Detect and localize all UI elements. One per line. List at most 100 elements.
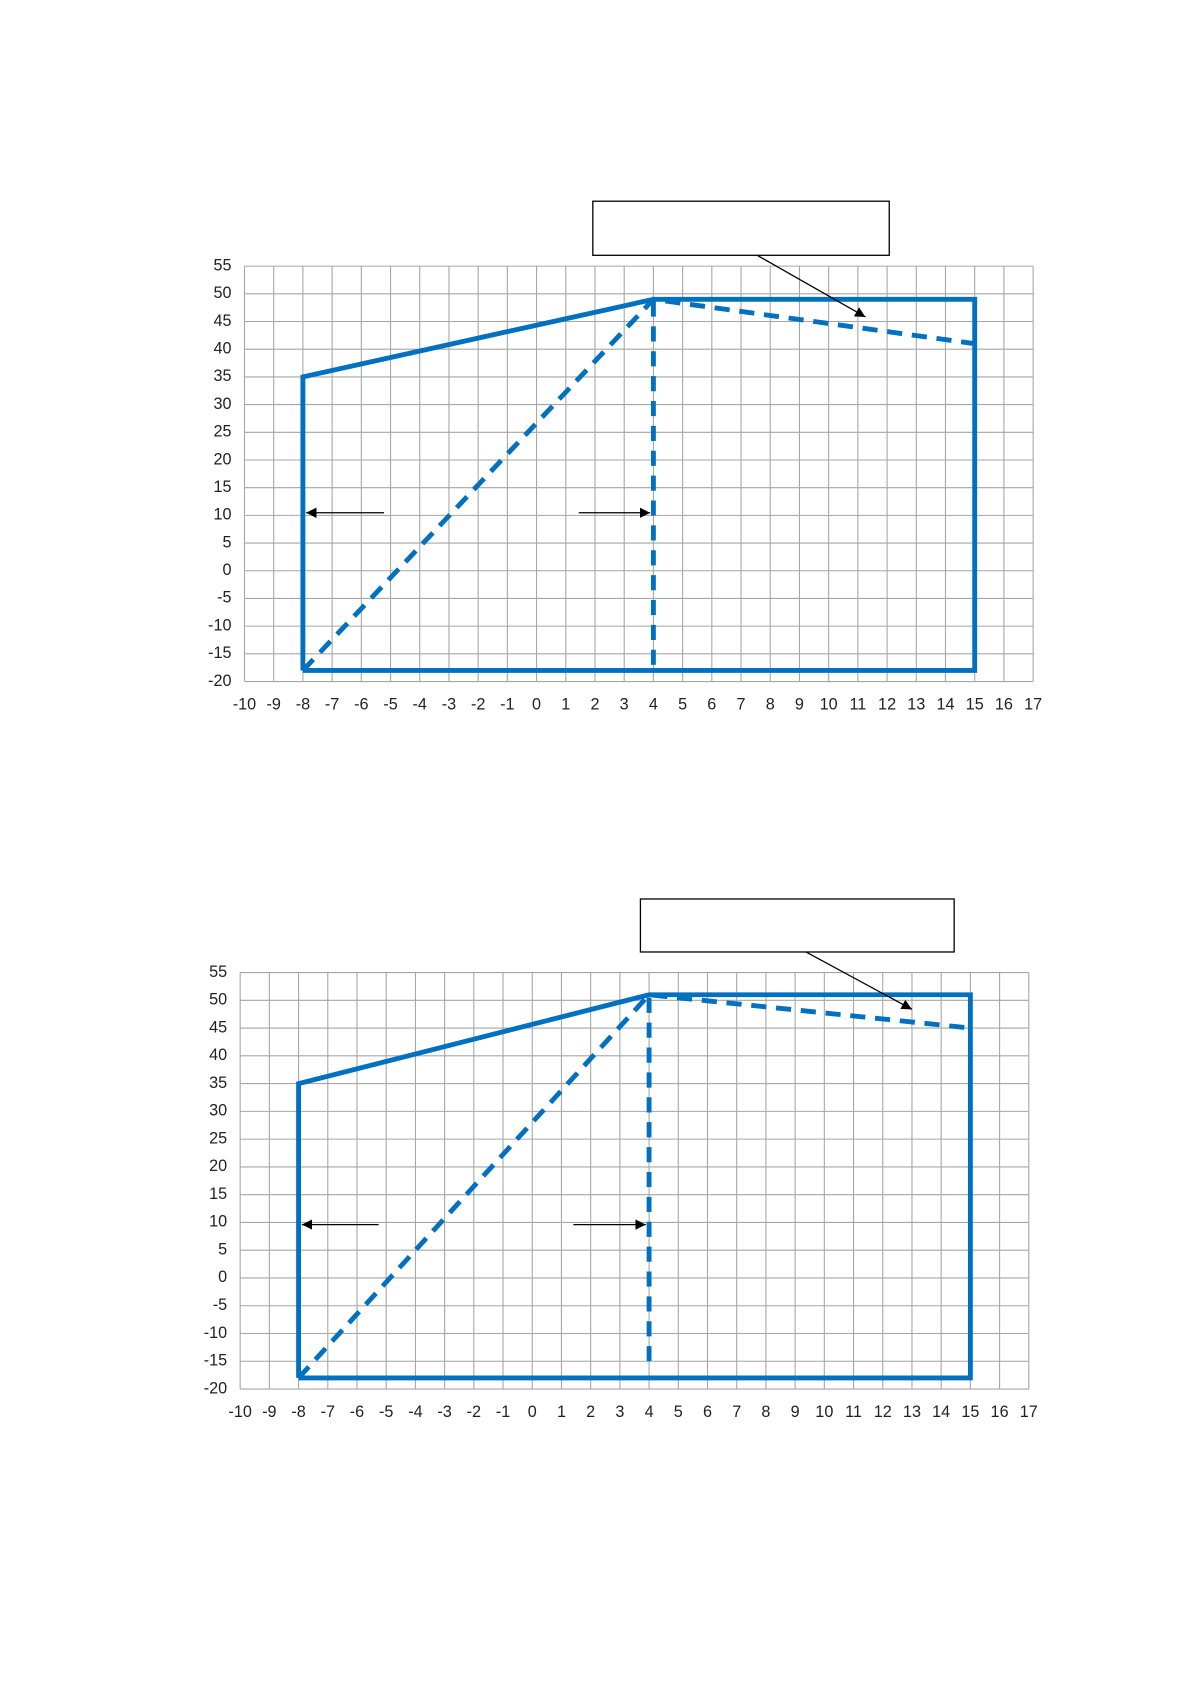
x-tick-label: 17: [1020, 1403, 1038, 1421]
y-tick-label: 35: [209, 1074, 227, 1092]
y-tick-label: 20: [209, 1157, 227, 1175]
y-tick-label: 55: [213, 256, 231, 274]
x-tick-label: 10: [820, 696, 838, 714]
y-tick-label: 45: [209, 1018, 227, 1036]
x-tick-label: 11: [849, 696, 866, 714]
x-tick-label: 5: [678, 696, 687, 714]
arrow: [805, 951, 913, 1010]
x-tick-label: 6: [703, 1403, 712, 1421]
x-tick-label: 10: [815, 1403, 833, 1421]
x-tick-label: 12: [874, 1403, 892, 1421]
y-tick-label: 30: [213, 395, 231, 413]
y-tick-label: -15: [208, 644, 231, 662]
x-tick-label: -7: [325, 696, 339, 714]
x-tick-label: 13: [907, 696, 925, 714]
x-tick-label: -9: [266, 696, 280, 714]
x-tick-label: 8: [766, 696, 775, 714]
data-line: [296, 992, 971, 1380]
x-tick-label: 5: [674, 1403, 683, 1421]
x-tick-label: 2: [586, 1403, 595, 1421]
y-tick-label: 40: [213, 339, 231, 357]
x-tick-label: -5: [379, 1403, 393, 1421]
y-tick-label: -5: [213, 1296, 227, 1314]
x-tick-label: 7: [737, 696, 746, 714]
x-tick-label: -2: [467, 1403, 481, 1421]
y-tick-label: 50: [209, 991, 227, 1009]
y-tick-label: -15: [204, 1352, 227, 1370]
x-tick-label: 0: [532, 696, 541, 714]
y-tick-label: 20: [213, 450, 231, 468]
x-tick-label: 3: [620, 696, 629, 714]
x-tick-label: -6: [354, 696, 368, 714]
x-tick-label: 14: [936, 696, 954, 714]
x-tick-label: -9: [262, 1403, 276, 1421]
x-tick-label: -7: [321, 1403, 335, 1421]
x-tick-label: 9: [795, 696, 804, 714]
x-tick-label: 17: [1024, 696, 1042, 714]
y-tick-label: -10: [204, 1324, 227, 1342]
data-line: [301, 296, 976, 673]
x-tick-label: 0: [528, 1403, 537, 1421]
x-tick-label: -4: [413, 696, 427, 714]
y-tick-label: 15: [213, 478, 231, 496]
y-tick-label: 5: [222, 533, 231, 551]
y-tick-label: 35: [213, 367, 231, 385]
x-tick-label: 13: [903, 1403, 921, 1421]
x-tick-label: 15: [961, 1403, 979, 1421]
x-tick-label: -6: [350, 1403, 364, 1421]
annotations: [301, 200, 955, 1230]
y-tick-label: -20: [204, 1379, 227, 1397]
x-tick-label: 9: [791, 1403, 800, 1421]
annotation-box: [639, 898, 955, 953]
y-tick-label: 55: [209, 963, 227, 981]
y-tick-label: -20: [208, 672, 231, 690]
x-tick-label: 7: [732, 1403, 741, 1421]
y-tick-label: 25: [209, 1129, 227, 1147]
x-tick-label: 12: [878, 696, 896, 714]
x-tick-label: -2: [471, 696, 485, 714]
x-tick-label: 1: [561, 696, 570, 714]
data-line: [300, 296, 978, 673]
y-tick-label: 30: [209, 1102, 227, 1120]
x-tick-label: 16: [995, 696, 1013, 714]
x-tick-label: 15: [966, 696, 984, 714]
y-tick-label: 25: [213, 423, 231, 441]
data-line: [296, 992, 973, 1381]
x-tick-label: 4: [645, 1403, 654, 1421]
x-tick-label: -10: [228, 1403, 251, 1421]
x-tick-label: 11: [845, 1403, 862, 1421]
arrow: [756, 254, 866, 318]
y-tick-label: 0: [222, 561, 231, 579]
x-tick-label: -4: [408, 1403, 422, 1421]
y-tick-label: -5: [217, 589, 231, 607]
x-tick-label: 1: [557, 1403, 566, 1421]
y-tick-label: 45: [213, 312, 231, 330]
x-tick-label: 2: [590, 696, 599, 714]
x-tick-label: -8: [291, 1403, 305, 1421]
y-tick-label: 10: [213, 506, 231, 524]
x-tick-label: 8: [761, 1403, 770, 1421]
x-tick-label: 16: [991, 1403, 1009, 1421]
y-tick-label: 5: [218, 1240, 227, 1258]
y-tick-label: -10: [208, 616, 231, 634]
x-tick-label: 14: [932, 1403, 950, 1421]
annotation-box: [592, 200, 890, 256]
y-tick-label: 10: [209, 1213, 227, 1231]
x-tick-label: 6: [707, 696, 716, 714]
y-tick-label: 40: [209, 1046, 227, 1064]
x-tick-label: 4: [649, 696, 658, 714]
y-tick-label: 15: [209, 1185, 227, 1203]
x-tick-label: -3: [442, 696, 456, 714]
x-tick-label: -1: [496, 1403, 510, 1421]
x-tick-label: -5: [383, 696, 397, 714]
x-tick-label: -1: [500, 696, 514, 714]
y-tick-label: 50: [213, 284, 231, 302]
x-tick-label: -3: [437, 1403, 451, 1421]
x-tick-label: -10: [233, 696, 256, 714]
